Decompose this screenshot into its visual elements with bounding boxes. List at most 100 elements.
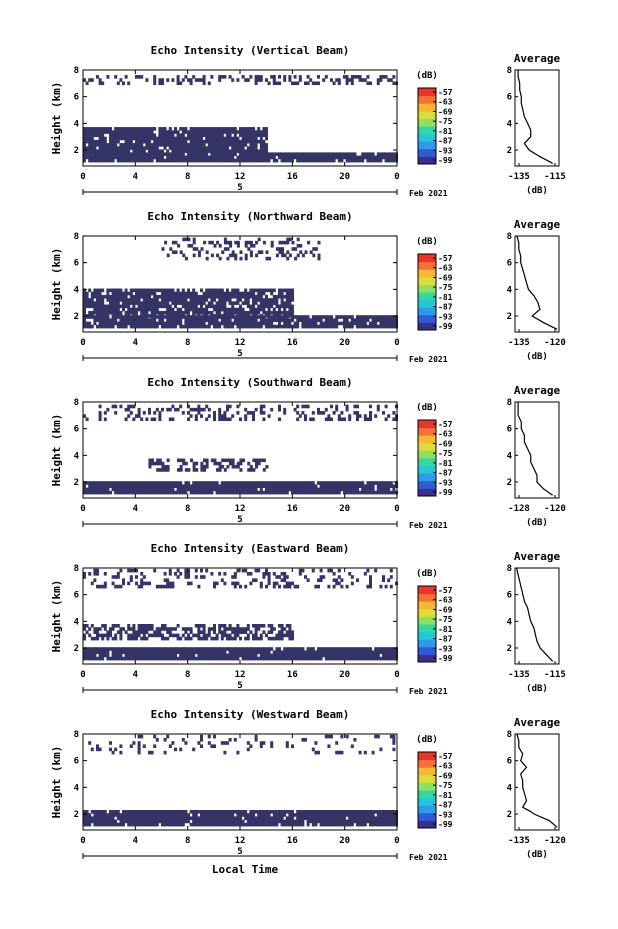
heatmap-cell bbox=[101, 136, 105, 141]
colorbar-segment bbox=[418, 450, 436, 459]
heatmap-cell bbox=[119, 404, 123, 409]
heatmap-cell bbox=[241, 481, 245, 485]
heatmap-cell bbox=[116, 647, 120, 651]
heatmap-cell bbox=[361, 324, 365, 329]
colorbar-frame bbox=[417, 751, 437, 829]
heatmap-cell bbox=[161, 78, 164, 82]
heatmap-cell bbox=[140, 581, 144, 586]
heatmap-cell bbox=[241, 155, 245, 160]
heatmap-cell bbox=[207, 810, 211, 814]
heatmap-cell bbox=[109, 139, 112, 144]
heatmap-cell bbox=[392, 738, 396, 742]
heatmap-cell bbox=[106, 630, 110, 634]
colorbar-tick-label: -93 bbox=[438, 810, 453, 819]
heatmap-cell bbox=[101, 487, 105, 492]
heatmap-cell bbox=[179, 490, 183, 495]
heatmap-cell bbox=[272, 314, 276, 318]
heatmap-cell bbox=[358, 484, 362, 488]
heatmap-cell bbox=[98, 633, 102, 638]
y-axis-label: Height (km) bbox=[50, 414, 63, 487]
heatmap-cell bbox=[304, 250, 308, 254]
heatmap-cell bbox=[254, 318, 258, 322]
heatmap-cell bbox=[83, 136, 86, 141]
heatmap-cell bbox=[153, 127, 157, 131]
heatmap-cell bbox=[376, 481, 380, 485]
heatmap-cell bbox=[246, 304, 250, 309]
heatmap-cell bbox=[168, 324, 172, 329]
heatmap-cell bbox=[272, 819, 276, 824]
heatmap-cell bbox=[142, 146, 146, 150]
heatmap-cell bbox=[257, 458, 261, 463]
heatmap-cell bbox=[228, 136, 232, 141]
heatmap-cell bbox=[163, 143, 167, 147]
heatmap-cell bbox=[189, 149, 193, 154]
heatmap-cell bbox=[371, 315, 375, 319]
heatmap-cell bbox=[168, 653, 172, 658]
heatmap-cell bbox=[148, 647, 151, 651]
heatmap-cell bbox=[181, 650, 185, 654]
heatmap-cell bbox=[356, 656, 359, 661]
heatmap-cell bbox=[311, 568, 315, 573]
heatmap-cell bbox=[223, 237, 227, 242]
heatmap-cell bbox=[270, 653, 274, 658]
heatmap-cell bbox=[262, 624, 266, 628]
heatmap-cell bbox=[319, 819, 323, 824]
heatmap-cell bbox=[161, 247, 165, 251]
heatmap-cell bbox=[96, 127, 99, 131]
heatmap-cell bbox=[262, 404, 266, 409]
heatmap-cell bbox=[218, 307, 222, 312]
heatmap-cell bbox=[194, 650, 198, 654]
heatmap-cell bbox=[106, 298, 110, 302]
heatmap-cell bbox=[226, 490, 229, 495]
heatmap-cell bbox=[311, 653, 315, 658]
heatmap-cell bbox=[379, 324, 383, 329]
heatmap-cell bbox=[296, 318, 300, 322]
heatmap-cell bbox=[262, 304, 266, 309]
heatmap-cell bbox=[272, 78, 276, 82]
heatmap-cell bbox=[135, 568, 138, 573]
heatmap-cell bbox=[262, 411, 266, 415]
colorbar-tick-label: -99 bbox=[438, 488, 453, 497]
heatmap-cell bbox=[135, 307, 138, 312]
heatmap-cell bbox=[265, 819, 268, 824]
heatmap-cell bbox=[309, 484, 313, 488]
heatmap-cell bbox=[226, 298, 229, 302]
heatmap-cell bbox=[155, 630, 159, 634]
heatmap-cell bbox=[98, 650, 102, 654]
y-axis-label: Height (km) bbox=[50, 82, 63, 155]
heatmap-cell bbox=[168, 288, 172, 293]
y-tick-label: 8 bbox=[74, 66, 79, 76]
heatmap-cell bbox=[114, 291, 118, 296]
panel-title: Echo Intensity (Northward Beam) bbox=[147, 210, 352, 223]
heatmap-cell bbox=[192, 647, 196, 651]
heatmap-cell bbox=[200, 324, 203, 329]
heatmap-cell bbox=[324, 650, 328, 654]
heatmap-cell bbox=[200, 321, 203, 326]
heatmap-cell bbox=[348, 321, 352, 326]
heatmap-cell bbox=[272, 487, 276, 492]
heatmap-cell bbox=[215, 307, 219, 312]
heatmap-cell bbox=[252, 127, 255, 131]
heatmap-cell bbox=[233, 321, 237, 326]
heatmap-cell bbox=[291, 291, 294, 296]
heatmap-cell bbox=[244, 253, 248, 258]
heatmap-cell bbox=[288, 155, 292, 160]
heatmap-cell bbox=[205, 146, 209, 150]
profile-y-tick-label: 4 bbox=[507, 783, 513, 793]
heatmap-cell bbox=[285, 304, 289, 309]
heatmap-cell bbox=[270, 321, 274, 326]
heatmap-cell bbox=[392, 81, 396, 86]
heatmap-cell bbox=[148, 127, 151, 131]
heatmap-cell bbox=[132, 324, 136, 329]
heatmap-cell bbox=[151, 458, 155, 463]
heatmap-cell bbox=[85, 481, 89, 485]
heatmap-cell bbox=[192, 653, 196, 658]
heatmap-cell bbox=[369, 647, 372, 651]
heatmap-cell bbox=[106, 158, 110, 163]
heatmap-cell bbox=[171, 298, 175, 302]
heatmap-cell bbox=[140, 653, 144, 658]
heatmap-cell bbox=[129, 301, 133, 305]
heatmap-cell bbox=[164, 468, 168, 472]
heatmap-cell bbox=[259, 584, 263, 589]
heatmap-cell bbox=[168, 310, 172, 315]
